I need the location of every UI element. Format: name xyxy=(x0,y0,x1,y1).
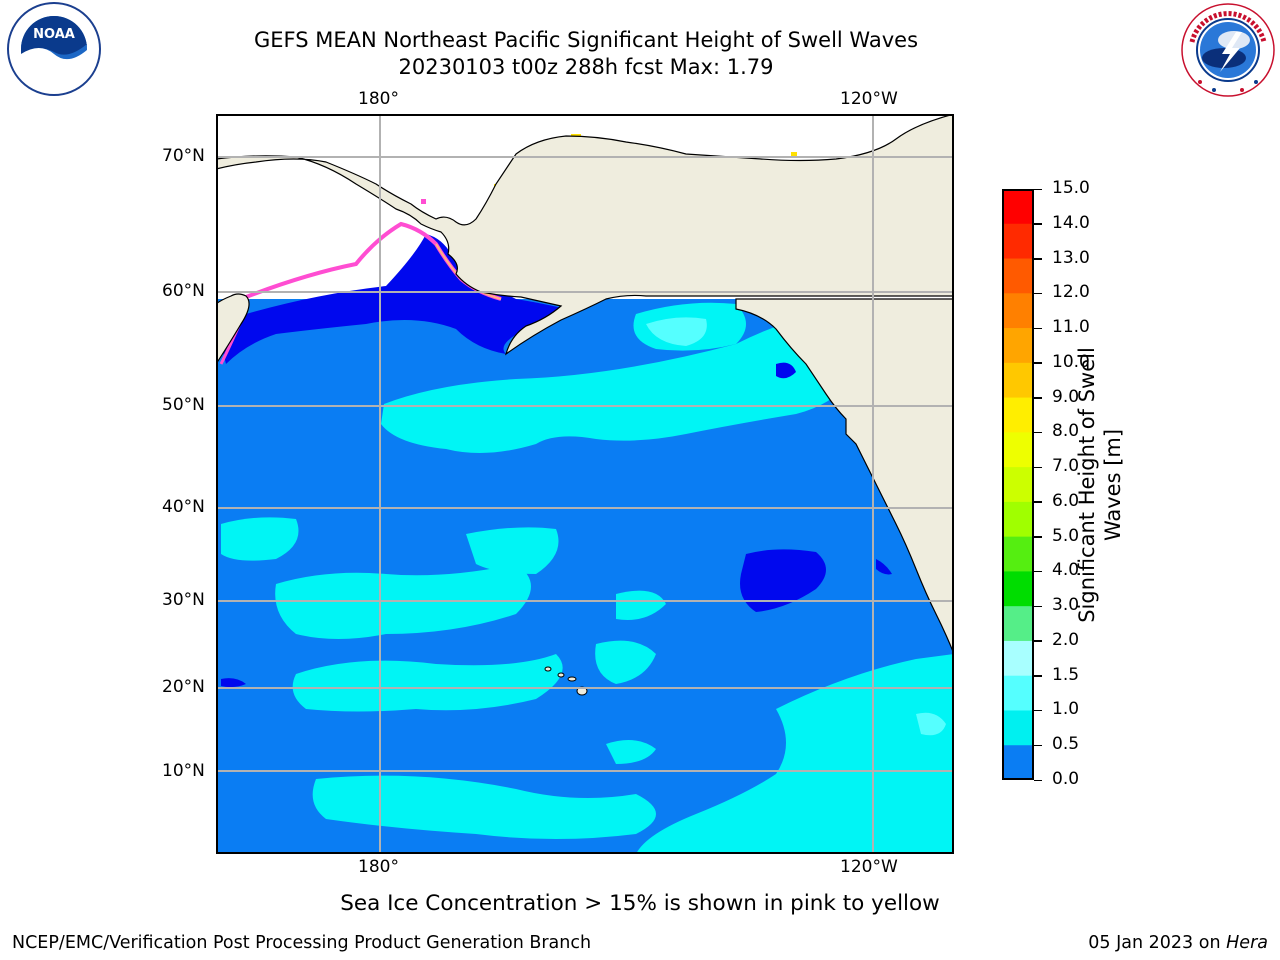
lat-label-30n: 30°N xyxy=(162,590,205,610)
colorbar-segment xyxy=(1002,571,1034,607)
colorbar-tick-mark xyxy=(1034,640,1042,642)
colorbar-tick-label: 3.0 xyxy=(1052,595,1080,616)
colorbar-segment xyxy=(1002,293,1034,329)
colorbar-tick-mark xyxy=(1034,223,1042,225)
colorbar-tick-label: 9.0 xyxy=(1052,386,1080,407)
colorbar-tick-mark xyxy=(1034,258,1042,260)
colorbar-tick-mark xyxy=(1034,188,1042,190)
lat-label-20n: 20°N xyxy=(162,677,205,697)
colorbar-tick-mark xyxy=(1034,744,1042,747)
colorbar-tick-label: 7.0 xyxy=(1052,456,1080,477)
lat-label-60n: 60°N xyxy=(162,281,205,301)
colorbar-tick-label: 2.0 xyxy=(1052,629,1080,650)
colorbar-title-line1: Significant Height of Swell xyxy=(1075,347,1099,623)
colorbar-tick-mark xyxy=(1034,709,1042,712)
lat-label-50n: 50°N xyxy=(162,395,205,415)
colorbar-tick-label: 0.5 xyxy=(1052,734,1080,755)
colorbar-tick-mark xyxy=(1034,536,1042,538)
colorbar-tick-mark xyxy=(1034,570,1042,573)
colorbar-tick-label: 5.0 xyxy=(1052,525,1080,546)
colorbar-tick-label: 12.0 xyxy=(1052,282,1090,303)
colorbar-segment xyxy=(1002,362,1034,399)
colorbar-segment xyxy=(1002,640,1034,677)
lat-label-40n: 40°N xyxy=(162,497,205,517)
colorbar-tick-label: 1.5 xyxy=(1052,664,1080,685)
nws-logo xyxy=(1178,2,1278,98)
colorbar-segment xyxy=(1002,745,1034,781)
colorbar-segment xyxy=(1002,397,1034,433)
map-subtitle: 20230103 t00z 288h fcst Max: 1.79 xyxy=(398,55,774,79)
swell-height-map xyxy=(215,113,955,854)
colorbar-tick-mark xyxy=(1034,466,1042,469)
colorbar-tick-mark xyxy=(1034,327,1042,330)
lon-label-bottom-120w: 120°W xyxy=(840,857,898,877)
colorbar-tick-mark xyxy=(1034,292,1042,295)
noaa-logo: NOAA xyxy=(2,2,105,97)
colorbar-title-line2: Waves [m] xyxy=(1101,428,1125,542)
land xyxy=(215,113,955,655)
colorbar-segment xyxy=(1002,501,1034,538)
map-title: GEFS MEAN Northeast Pacific Significant … xyxy=(253,28,919,52)
colorbar-segment xyxy=(1002,536,1034,572)
footer-date: 05 Jan 2023 on Hera xyxy=(1088,933,1268,953)
colorbar xyxy=(1002,189,1034,781)
swell-0-0p5m-regions xyxy=(221,234,892,688)
colorbar-tick-mark xyxy=(1034,501,1042,503)
colorbar-tick-label: 10.0 xyxy=(1052,351,1090,372)
lat-label-10n: 10°N xyxy=(162,761,205,781)
swell-1p5-2m-regions xyxy=(646,317,946,736)
colorbar-tick-label: 1.0 xyxy=(1052,699,1080,720)
colorbar-tick-mark xyxy=(1034,779,1042,781)
colorbar-tick-label: 0.0 xyxy=(1052,769,1080,789)
graticule xyxy=(216,114,954,854)
colorbar-segment xyxy=(1002,258,1034,294)
footer-credit: NCEP/EMC/Verification Post Processing Pr… xyxy=(12,933,592,953)
colorbar-segment xyxy=(1002,328,1034,364)
colorbar-segment xyxy=(1002,606,1034,642)
sea-ice-caption: Sea Ice Concentration > 15% is shown in … xyxy=(340,891,940,916)
colorbar-tick-label: 15.0 xyxy=(1052,178,1090,198)
colorbar-segment xyxy=(1002,710,1034,746)
footer-date-text: 05 Jan 2023 on xyxy=(1088,933,1221,953)
colorbar-tick-mark xyxy=(1034,362,1042,364)
colorbar-tick-label: 6.0 xyxy=(1052,490,1080,511)
colorbar-segment xyxy=(1002,432,1034,468)
map-frame xyxy=(216,114,954,854)
colorbar-segment xyxy=(1002,189,1034,225)
lon-label-top-120w: 120°W xyxy=(840,89,898,109)
lat-label-70n: 70°N xyxy=(162,146,205,166)
colorbar-tick-label: 14.0 xyxy=(1052,212,1090,233)
lon-label-top-180: 180° xyxy=(358,89,399,109)
colorbar-tick-label: 4.0 xyxy=(1052,560,1080,581)
colorbar-tick-mark xyxy=(1034,431,1042,434)
colorbar-segment xyxy=(1002,223,1034,260)
colorbar-tick-mark xyxy=(1034,605,1042,608)
colorbar-tick-mark xyxy=(1034,675,1042,677)
colorbar-segment xyxy=(1002,675,1034,711)
footer-host: Hera xyxy=(1226,933,1268,953)
colorbar-tick-label: 11.0 xyxy=(1052,317,1090,338)
colorbar-segment xyxy=(1002,467,1034,503)
colorbar-tick-label: 13.0 xyxy=(1052,247,1090,268)
lon-label-bottom-180: 180° xyxy=(358,857,399,877)
colorbar-tick-label: 8.0 xyxy=(1052,421,1080,442)
colorbar-tick-mark xyxy=(1034,397,1042,399)
noaa-logo-text: NOAA xyxy=(33,27,75,42)
